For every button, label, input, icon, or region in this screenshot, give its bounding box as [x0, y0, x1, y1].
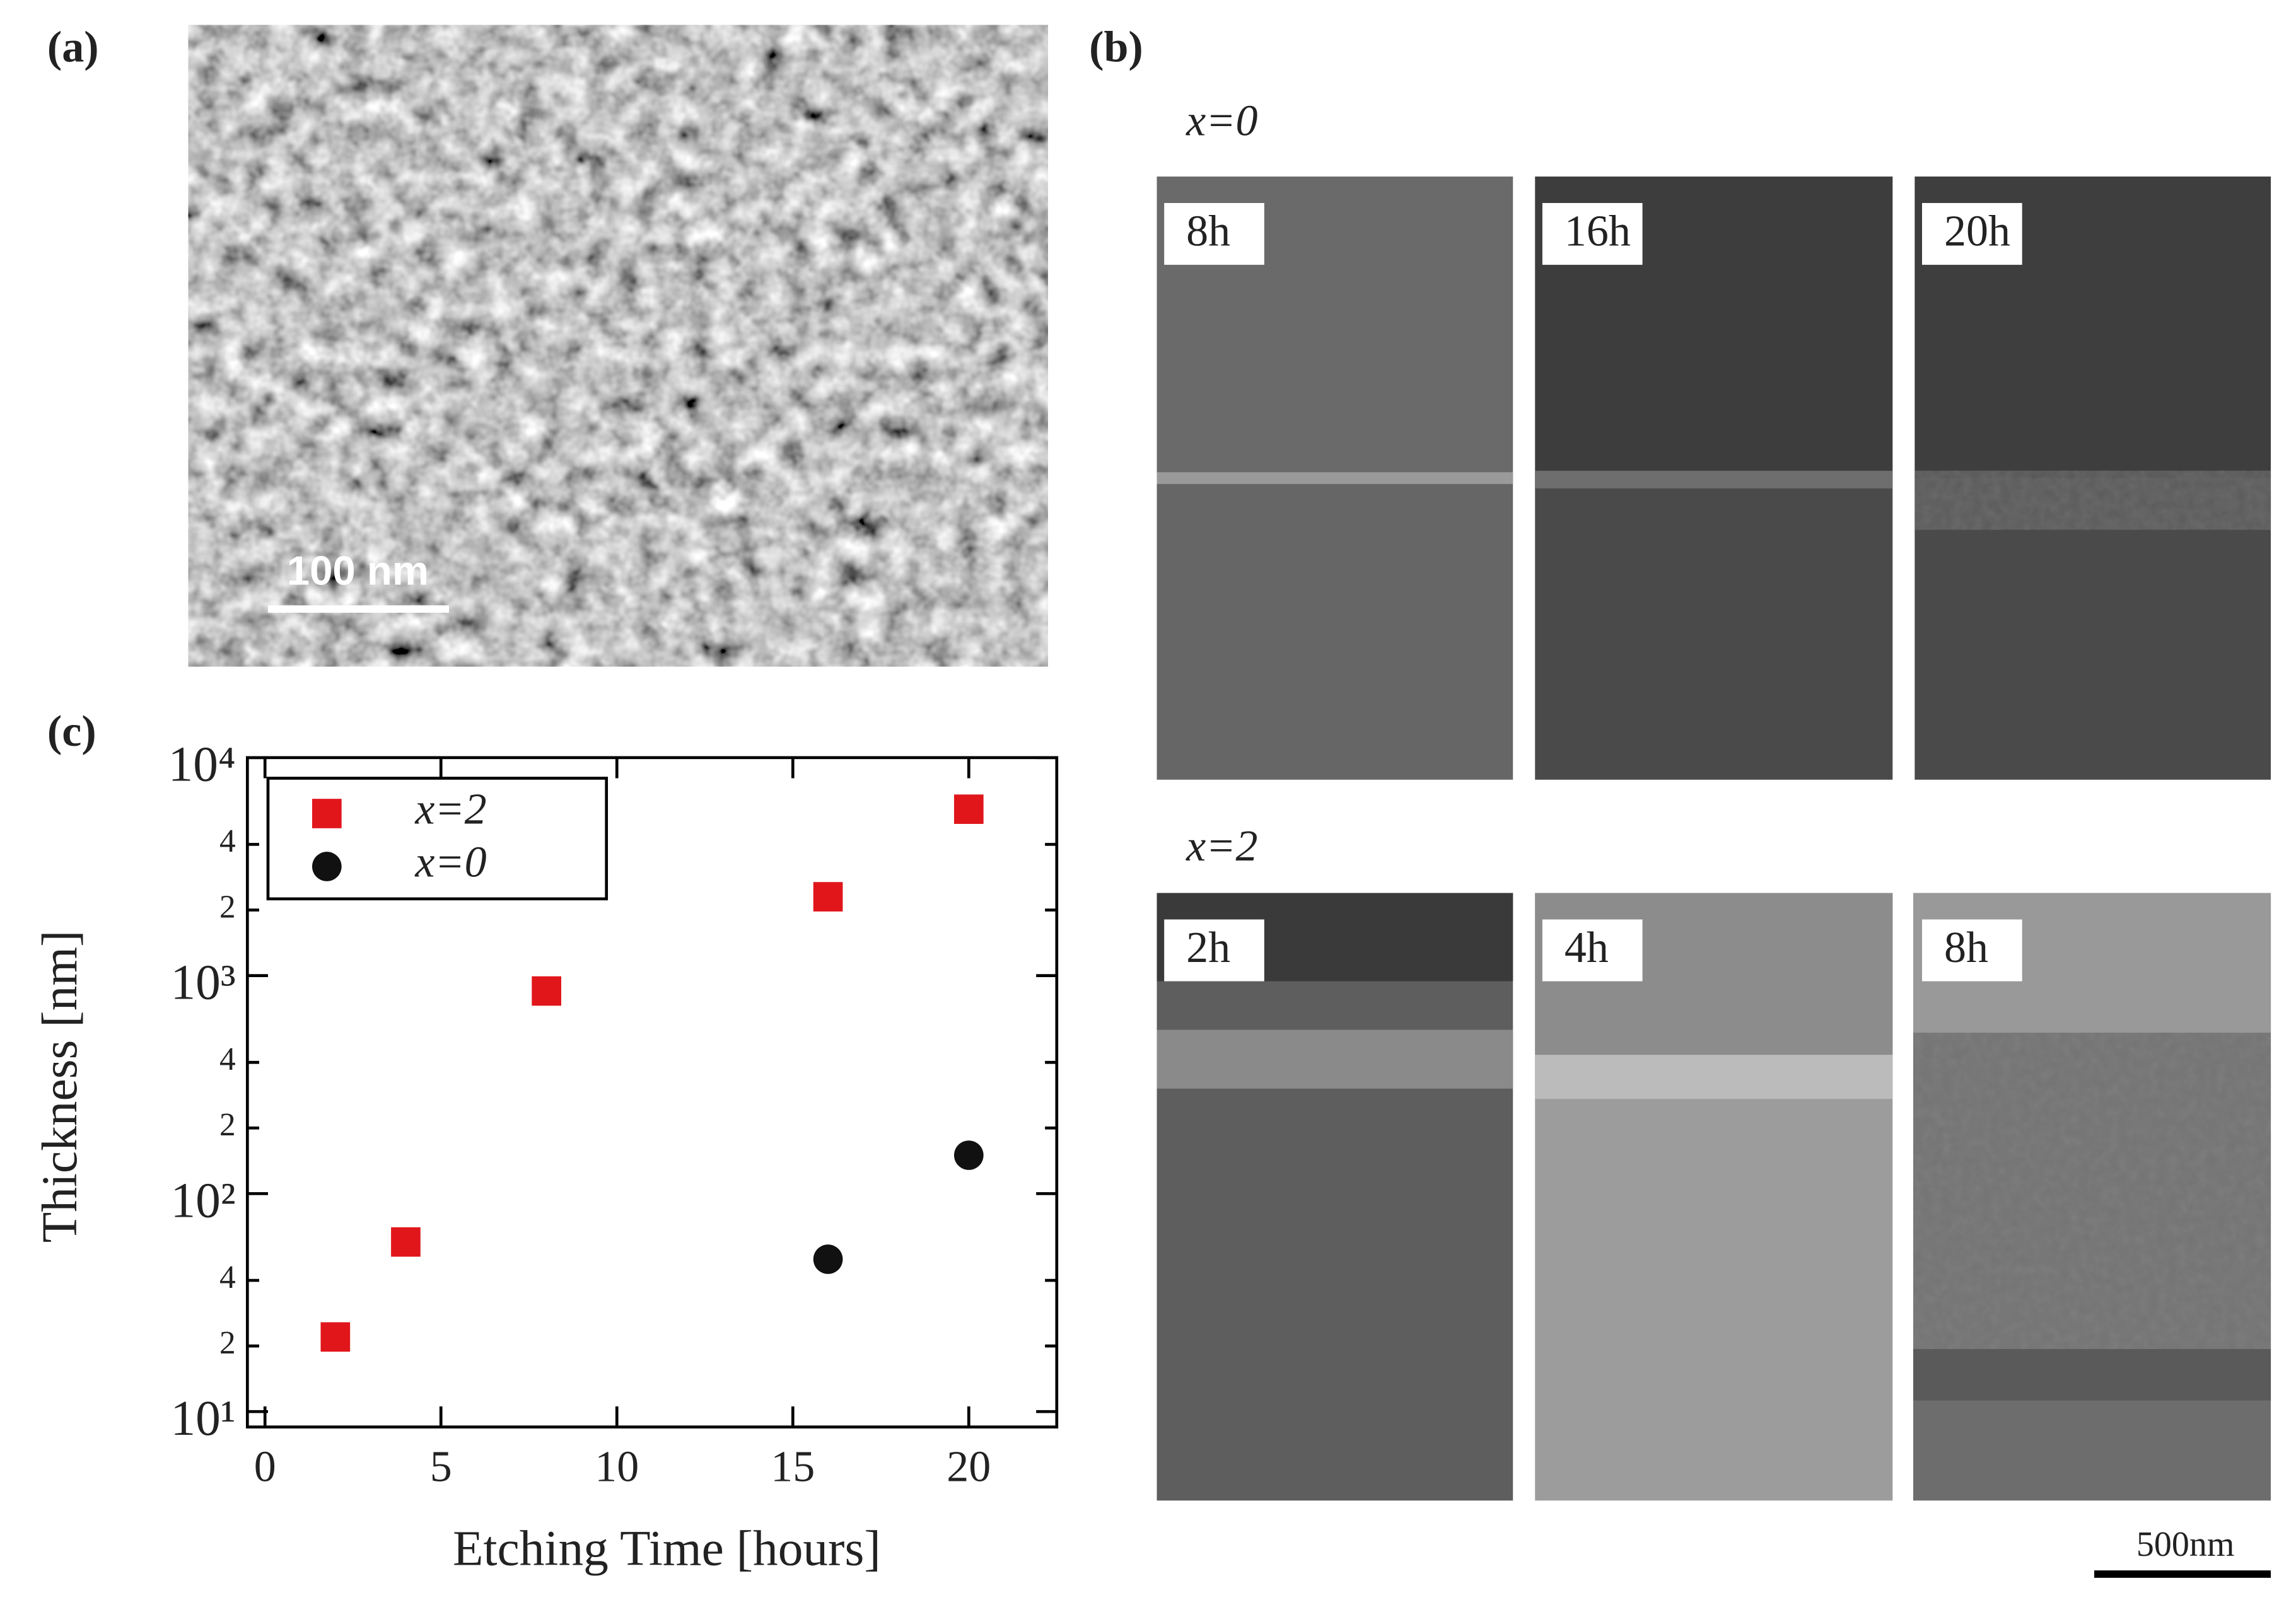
film-layer — [1535, 470, 1893, 489]
image-tag-box — [1542, 203, 1643, 265]
film-layer — [1535, 1055, 1893, 1099]
sem-image — [1157, 478, 1513, 780]
scale-bar-label: 500nm — [2136, 1525, 2235, 1564]
image-tag-box — [1542, 919, 1643, 982]
panel-label: (c) — [47, 707, 96, 756]
row-label: x=0 — [1186, 96, 1257, 145]
image-tag: 4h — [1565, 924, 1609, 972]
legend-swatch — [312, 799, 342, 828]
film-layer — [1157, 1029, 1513, 1089]
image-tag-box — [1164, 919, 1264, 982]
image-tag: 8h — [1944, 924, 1988, 972]
x-tick-label: 0 — [254, 1443, 276, 1492]
image-tag-box — [1164, 203, 1264, 265]
image-tag: 8h — [1186, 207, 1230, 255]
sem-image — [188, 25, 1048, 667]
y-tick-label: 10⁴ — [168, 737, 236, 792]
image-tag: 16h — [1565, 207, 1631, 255]
y-axis-label: Thickness [nm] — [32, 930, 88, 1243]
y-tick-label: 4 — [219, 1041, 236, 1077]
x-tick-label: 20 — [947, 1443, 991, 1492]
image-tag-box — [1921, 919, 2022, 982]
data-point — [813, 1244, 843, 1274]
row-label: x=2 — [1186, 822, 1257, 871]
data-point — [532, 976, 561, 1006]
y-tick-label: 10¹ — [171, 1391, 236, 1446]
y-tick-label: 4 — [219, 1260, 236, 1295]
x-tick-label: 5 — [430, 1443, 452, 1492]
sem-image — [1535, 478, 1893, 780]
legend-label: x=2 — [414, 785, 486, 834]
y-tick-label: 10³ — [171, 954, 236, 1010]
data-point — [953, 794, 984, 824]
sem-grid — [1157, 177, 2271, 1501]
film-layer — [1157, 472, 1513, 484]
legend-swatch — [312, 852, 342, 881]
panel-label: (a) — [47, 23, 99, 72]
film-layer — [1914, 470, 2271, 530]
y-tick-label: 2 — [219, 1107, 236, 1143]
image-tag: 20h — [1944, 207, 2010, 255]
panel-label: (b) — [1089, 23, 1143, 72]
x-tick-label: 10 — [595, 1443, 639, 1492]
x-tick-label: 15 — [771, 1443, 815, 1492]
scale-bar-label: 100 nm — [287, 547, 429, 593]
data-point — [391, 1227, 421, 1257]
y-tick-label: 4 — [219, 823, 236, 859]
data-point — [953, 1140, 984, 1170]
x-axis-label: Etching Time [hours] — [453, 1521, 881, 1577]
y-tick-label: 2 — [219, 889, 236, 925]
sem-image — [1157, 893, 1513, 1501]
y-tick-label: 10² — [171, 1173, 236, 1228]
data-point — [813, 882, 843, 912]
plot-frame — [245, 756, 1059, 1428]
substrate — [1913, 1348, 2271, 1401]
film-layer — [1913, 1033, 2271, 1349]
image-tag: 2h — [1186, 924, 1230, 972]
image-tag-box — [1921, 203, 2022, 265]
legend-label: x=0 — [414, 838, 486, 887]
y-tick-label: 2 — [219, 1325, 236, 1361]
data-point — [320, 1322, 351, 1352]
